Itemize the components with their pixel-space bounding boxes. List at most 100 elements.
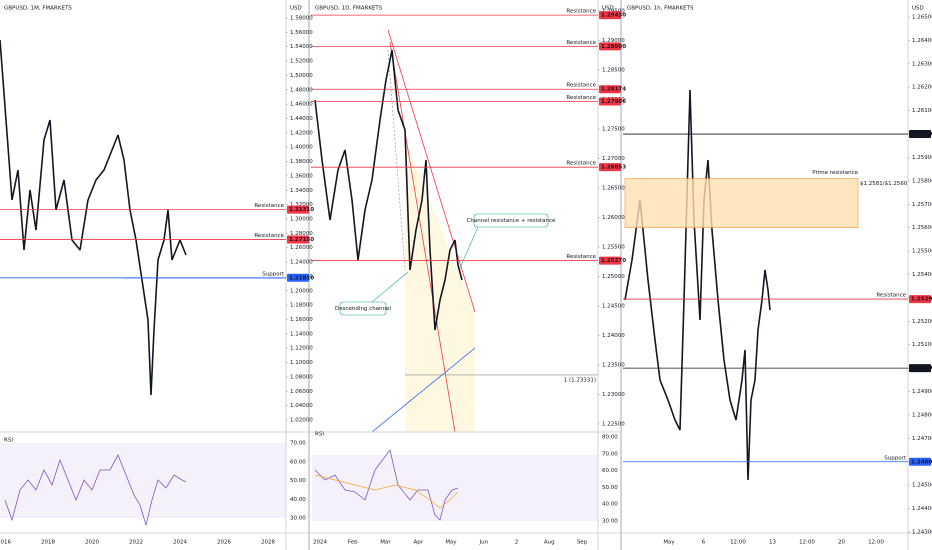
rsi-tick-label: 60.00 <box>602 468 618 474</box>
price-tick-label: 1.38000 <box>290 159 313 165</box>
time-label: Mar <box>380 540 391 546</box>
zone-label: Prime resistance <box>812 170 858 176</box>
rsi-line <box>4 454 187 527</box>
price-tick-label: 1.25500 <box>912 249 932 255</box>
time-label: Sep <box>577 540 588 546</box>
price-tick-label: 1.26300 <box>912 61 932 67</box>
annotation-pointer <box>459 226 479 269</box>
price-tick-label: 1.24000 <box>602 333 625 339</box>
price-tick-label: 1.22500 <box>602 422 625 428</box>
level-label: Resistance <box>254 203 284 209</box>
price-box-label: 1.26853 <box>601 165 626 171</box>
annotation-box <box>473 213 549 228</box>
price-tick-label: 1.18000 <box>290 303 313 309</box>
level-label: Resistance <box>566 95 596 101</box>
rsi-tick-label: 50.00 <box>602 485 618 491</box>
rsi-tick-label: 60.00 <box>290 459 306 465</box>
projection-zone <box>405 140 475 432</box>
price-box <box>287 273 309 282</box>
price-tick-label: 1.36000 <box>290 173 313 179</box>
price-box-label: 1.21810 <box>289 275 314 281</box>
price-tick-label: 1.26100 <box>912 108 932 114</box>
price-box <box>599 256 621 265</box>
price-tick-label: 1.26200 <box>912 85 932 91</box>
time-label: 12:00 <box>799 540 815 546</box>
price-tick-label: 1.16000 <box>290 317 313 323</box>
currency-label: USD <box>912 6 924 12</box>
zone-range-label: $1.2581/$1.2560 <box>860 181 908 187</box>
time-label: 2020 <box>85 540 99 546</box>
price-tick-label: 1.28500 <box>602 68 625 74</box>
price-tick-label: 1.04000 <box>290 403 313 409</box>
price-box-label: 1.25295 <box>911 297 932 303</box>
rsi-band <box>312 455 598 521</box>
price-tick-label: 1.24300 <box>912 530 932 536</box>
level-label: Resistance <box>566 161 596 167</box>
price-box-label: 1.27150 <box>289 237 314 243</box>
price-box-label: 1.31310 <box>289 207 314 213</box>
price-tick-label: 1.24500 <box>912 483 932 489</box>
price-tick-label: 1.26500 <box>912 15 932 21</box>
price-tick-label: 1.24900 <box>912 389 932 395</box>
price-box-label: 1.25000 <box>911 366 932 372</box>
price-tick-label: 1.26000 <box>290 245 313 251</box>
time-label: 2028 <box>261 540 275 546</box>
price-tick-label: 1.20000 <box>290 288 313 294</box>
price-box-label: 1.27966 <box>601 99 626 105</box>
price-tick-label: 1.25100 <box>912 342 932 348</box>
price-tick-label: 1.26400 <box>912 38 932 44</box>
rsi-tick-label: 40.00 <box>602 502 618 508</box>
price-action <box>0 39 187 396</box>
price-tick-label: 1.26000 <box>602 215 625 221</box>
rsi-tick-label: 70.00 <box>602 451 618 457</box>
time-label: 2 <box>515 540 519 546</box>
price-tick-label: 1.29000 <box>602 38 625 44</box>
level-label: Resistance <box>566 254 596 260</box>
price-action <box>624 89 771 481</box>
price-box <box>909 295 931 304</box>
price-box-label: 1.26000 <box>911 132 932 138</box>
price-box <box>287 235 309 244</box>
price-box <box>599 85 621 94</box>
price-box-label: 1.28174 <box>601 87 626 93</box>
price-tick-label: 1.24500 <box>602 304 625 310</box>
time-label: 2022 <box>129 540 143 546</box>
price-tick-label: 1.25600 <box>912 225 932 231</box>
time-label: 13 <box>769 540 776 546</box>
time-label: 6 <box>702 540 706 546</box>
fib-line <box>387 49 406 271</box>
price-tick-label: 1.28000 <box>290 231 313 237</box>
rsi-ma <box>314 474 459 509</box>
price-tick-label: 1.23500 <box>602 363 625 369</box>
price-tick-label: 1.06000 <box>290 389 313 395</box>
price-tick-label: 1.24400 <box>912 506 932 512</box>
rsi-line <box>314 449 459 521</box>
rsi-tick-label: 30.00 <box>290 516 306 522</box>
price-tick-label: 1.27000 <box>602 156 625 162</box>
annotation: Descending channel <box>335 306 391 312</box>
channel-line <box>387 29 476 313</box>
price-tick-label: 1.27500 <box>602 127 625 133</box>
price-tick-label: 1.56000 <box>290 30 313 36</box>
price-tick-label: 1.34000 <box>290 188 313 194</box>
level-label: Resistance <box>254 233 284 239</box>
rsi-band <box>0 443 286 518</box>
price-box <box>599 163 621 172</box>
price-box <box>599 97 621 106</box>
price-tick-label: 1.42000 <box>290 130 313 136</box>
price-tick-label: 1.24700 <box>912 436 932 442</box>
price-box <box>909 130 931 139</box>
rsi-label: RSI <box>315 432 324 438</box>
annotation-pointer <box>371 271 409 303</box>
price-tick-label: 1.44000 <box>290 116 313 122</box>
price-tick-label: 1.24000 <box>290 260 313 266</box>
price-tick-label: 1.52000 <box>290 59 313 65</box>
price-box-label: 1.28900 <box>601 44 626 50</box>
time-label: Feb <box>348 540 358 546</box>
price-tick-label: 1.14000 <box>290 331 313 337</box>
rsi-tick-label: 70.00 <box>290 441 306 447</box>
time-label: 12:00 <box>730 540 746 546</box>
level-label: Resistance <box>566 40 596 46</box>
time-label: 2018 <box>41 540 55 546</box>
price-tick-label: 1.08000 <box>290 374 313 380</box>
